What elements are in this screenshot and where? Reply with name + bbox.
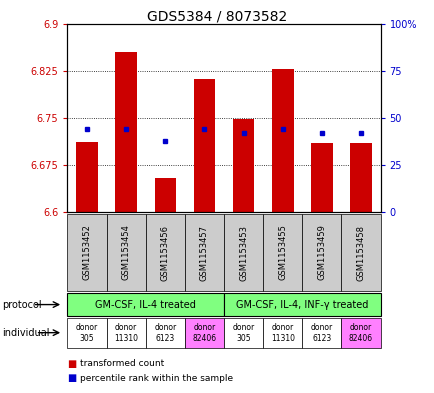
Text: GSM1153452: GSM1153452 <box>82 224 91 281</box>
Bar <box>193 79 215 212</box>
Text: ■: ■ <box>67 373 76 383</box>
Text: donor
305: donor 305 <box>232 323 254 343</box>
Text: donor
6123: donor 6123 <box>310 323 332 343</box>
Text: GSM1153459: GSM1153459 <box>317 224 326 281</box>
Text: GM-CSF, IL-4, INF-γ treated: GM-CSF, IL-4, INF-γ treated <box>236 299 368 310</box>
Bar <box>115 52 137 212</box>
Text: GM-CSF, IL-4 treated: GM-CSF, IL-4 treated <box>95 299 196 310</box>
Bar <box>76 142 98 212</box>
Text: donor
11310: donor 11310 <box>114 323 138 343</box>
Text: donor
305: donor 305 <box>76 323 98 343</box>
Bar <box>232 119 254 212</box>
Text: individual: individual <box>2 328 49 338</box>
Text: GSM1153454: GSM1153454 <box>122 224 130 281</box>
Text: GDS5384 / 8073582: GDS5384 / 8073582 <box>147 10 287 24</box>
Text: donor
82406: donor 82406 <box>348 323 372 343</box>
Bar <box>310 143 332 212</box>
Text: GSM1153453: GSM1153453 <box>239 224 247 281</box>
Text: ■: ■ <box>67 358 76 369</box>
Bar <box>271 69 293 212</box>
Text: donor
82406: donor 82406 <box>192 323 216 343</box>
Text: donor
6123: donor 6123 <box>154 323 176 343</box>
Text: protocol: protocol <box>2 299 42 310</box>
Text: percentile rank within the sample: percentile rank within the sample <box>80 374 233 382</box>
Text: transformed count: transformed count <box>80 359 164 368</box>
Bar <box>349 143 371 212</box>
Bar <box>154 178 176 212</box>
Text: GSM1153455: GSM1153455 <box>278 224 286 281</box>
Text: donor
11310: donor 11310 <box>270 323 294 343</box>
Text: GSM1153456: GSM1153456 <box>161 224 169 281</box>
Text: GSM1153458: GSM1153458 <box>356 224 365 281</box>
Text: GSM1153457: GSM1153457 <box>200 224 208 281</box>
